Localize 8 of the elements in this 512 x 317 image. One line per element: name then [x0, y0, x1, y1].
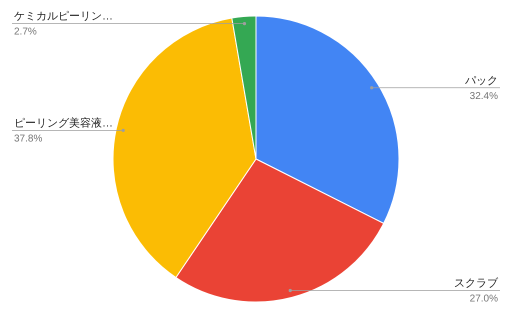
data-label: 32.4%	[470, 90, 498, 102]
data-label: 2.7%	[14, 26, 37, 38]
slice-label: スクラブ	[454, 276, 499, 290]
slice-label: パック	[464, 74, 498, 87]
data-label: 27.0%	[470, 293, 498, 304]
slice-label: ケミカルピーリン…	[14, 10, 113, 23]
slice-label: ピーリング美容液…	[14, 116, 113, 130]
data-label: 37.8%	[14, 133, 42, 144]
